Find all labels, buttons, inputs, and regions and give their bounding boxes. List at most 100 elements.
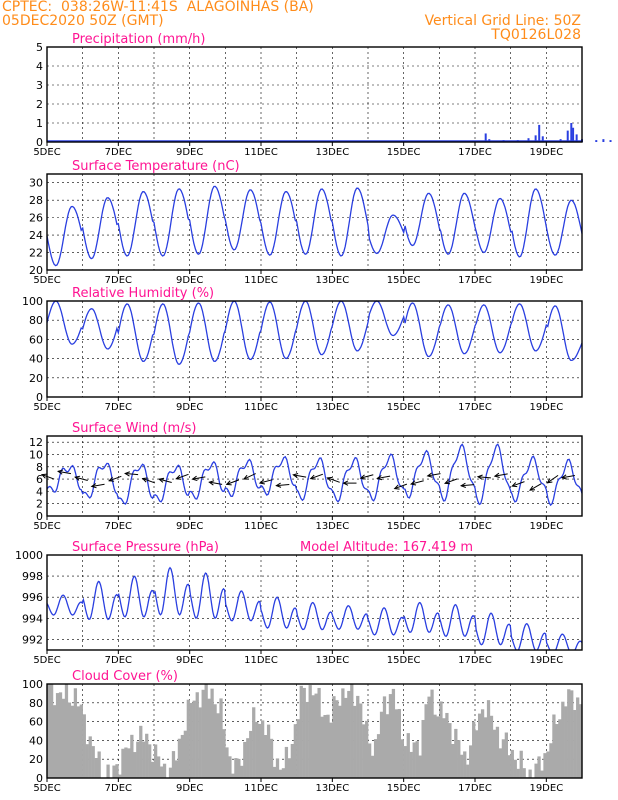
cloud-cover-bar [373,739,378,778]
header-run-code: TQ0126L028 [491,27,581,43]
cloud-cover-bar [382,696,387,778]
cloud-cover-bar [82,714,86,778]
pressure-line [47,566,582,650]
cloud-cover-bar [261,720,265,778]
cloud-cover-bar [412,742,416,778]
cloud-cover-bar [397,709,401,778]
pressure-ytick-label: 1000 [15,549,43,562]
cloud-cover-bar [365,720,369,778]
cloud-cover-bar [249,730,253,778]
cloud-cover-bar [246,738,250,778]
cloud-cover-bar [139,725,143,778]
cloud-cover-bar [400,739,404,778]
cloud-cover-bar [177,738,182,778]
cloud-cover-bar [489,715,494,778]
precipitation-ytick-label: 4 [36,60,43,73]
cloud-cover-bar [198,707,202,778]
cloud-cover-bar [498,748,503,778]
precipitation-panel: 0 1 2 3 4 5 5DEC 7DEC 9DEC 11DEC 13DEC 15DEC 17DEC 19… [33,32,612,158]
cloud-cover-bar [58,692,63,778]
cloud-cover-bar [353,705,357,778]
cloud-cover-xtick-label: 5DEC [33,783,60,794]
precipitation-bar [527,138,530,142]
wind-arrowhead [292,472,299,479]
cloud-cover-title: Cloud Cover (%) [72,669,178,684]
cloud-cover-bar [290,744,294,778]
cloud-cover-bar [454,728,458,778]
wind-arrow [176,473,189,480]
wind-ytick-label: 4 [36,485,43,498]
cloud-cover-xtick-label: 7DEC [105,783,132,794]
cloud-cover-bar [311,695,315,778]
cloud-cover-bar [391,688,396,778]
cloud-cover-bar [278,769,283,778]
wind-arrow [108,475,122,482]
temperature-title: Surface Temperature (nC) [72,159,240,174]
cloud-cover-bar [195,692,199,778]
precipitation-xtick-label: 7DEC [105,147,132,158]
humidity-ytick-label: 60 [29,333,43,346]
cloud-cover-bar [70,705,75,778]
cloud-cover-bar [201,689,205,778]
wind-arrow [547,474,559,484]
precipitation-xtick-label: 15DEC [387,147,421,158]
cloud-cover-xtick-label: 15DEC [387,783,421,794]
cloud-cover-bar [293,724,297,778]
cloud-cover-bar [76,706,80,778]
pressure-ytick-label: 996 [22,591,43,604]
wind-arrow [209,481,223,485]
cloud-cover-bar [561,701,565,778]
wind-arrow [394,483,408,490]
cloud-cover-bar [94,758,98,778]
precipitation-frame [46,46,583,143]
cloud-cover-bar [287,758,292,778]
cloud-cover-bar [555,724,559,778]
header-date-line: 05DEC2020 50Z (GMT) [2,13,164,29]
precipitation-bar [570,123,573,142]
precipitation-bar [488,139,491,142]
wind-arrow [561,474,575,479]
precipitation-xtick-label: 5DEC [33,147,60,158]
temperature-xtick-label: 13DEC [315,275,349,286]
cloud-cover-bar [219,698,223,778]
cloud-cover-bar [210,688,214,778]
cloud-cover-bar [302,687,306,778]
wind-arrow [427,473,441,477]
cloud-cover-ytick-label: 80 [29,697,43,710]
wind-arrowhead [141,477,148,483]
wind-xtick-label: 15DEC [387,521,421,532]
cloud-cover-frame [46,683,583,779]
cloud-cover-ytick-label: 40 [29,734,43,747]
cloud-cover-bar [492,729,497,778]
cloud-cover-bar [156,756,161,778]
cloud-cover-bar [314,693,318,778]
precipitation-ytick-label: 2 [36,98,43,111]
wind-xtick-label: 19DEC [529,521,563,532]
wind-arrow [125,473,139,476]
precipitation-xtick-label: 9DEC [176,147,203,158]
precipitation-bar [609,140,612,142]
temperature-frame [46,173,583,271]
cloud-cover-bar [579,704,583,778]
wind-xtick-label: 7DEC [105,521,132,532]
cloud-cover-bar [234,758,238,778]
wind-ytick-label: 8 [36,461,43,474]
wind-arrowhead [242,474,249,480]
pressure-xtick-label: 5DEC [33,655,60,666]
cloud-cover-bar [284,746,289,778]
wind-arrowhead [529,485,536,491]
wind-arrowhead [158,477,165,483]
cloud-cover-bar [47,684,51,778]
wind-ytick-label: 0 [36,510,43,523]
cloud-cover-bar [537,756,541,778]
precipitation-ytick-label: 0 [36,136,43,149]
precipitation-bar [566,130,569,142]
cloud-cover-bar [418,755,422,778]
wind-xtick-label: 11DEC [244,521,278,532]
cloud-cover-xtick-label: 19DEC [529,783,563,794]
humidity-ytick-label: 0 [36,391,43,404]
cloud-cover-bar [320,716,324,778]
wind-arrow [75,476,88,481]
cloud-cover-bar [495,726,500,778]
precipitation-bar [559,139,562,142]
